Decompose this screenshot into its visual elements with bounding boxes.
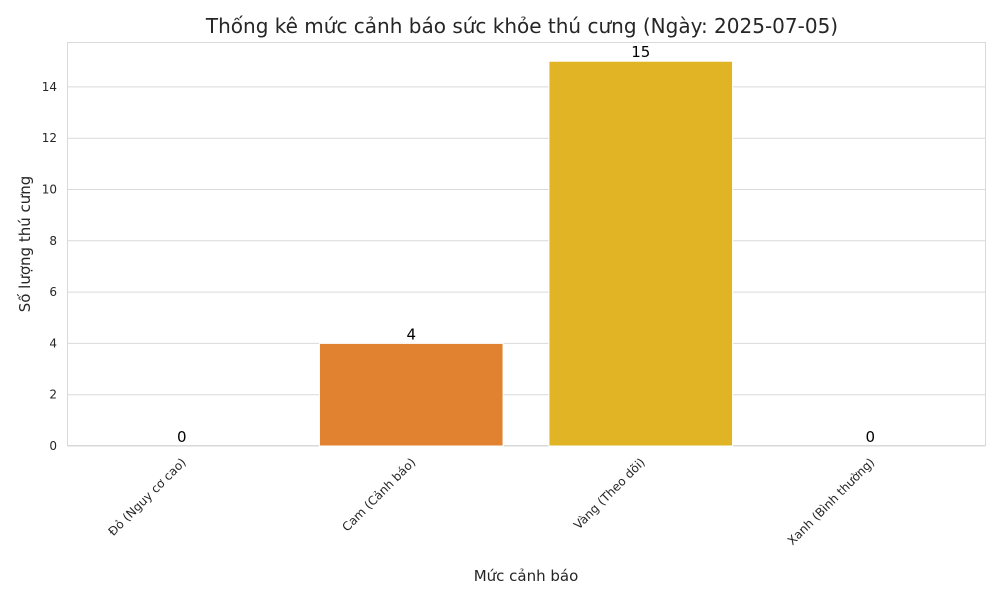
x-tick-label: Vàng (Theo dõi) (571, 455, 648, 532)
x-tick-label: Đỏ (Nguy cơ cao) (105, 455, 188, 538)
bars (318, 60, 734, 447)
y-axis-label: Số lượng thú cưng (16, 176, 34, 313)
y-tick-label: 14 (42, 80, 57, 94)
x-tick-label: Xanh (Bình thường) (785, 455, 878, 548)
x-axis-label: Mức cảnh báo (474, 567, 579, 585)
x-axis-ticks: Đỏ (Nguy cơ cao) Cam (Cảnh báo) Vàng (Theo… (105, 455, 877, 548)
data-label: 0 (865, 428, 875, 446)
plot-frame (67, 42, 986, 446)
x-tick-label: Cam (Cảnh báo) (339, 455, 418, 534)
y-tick-label: 10 (42, 182, 57, 196)
y-axis-ticks: 0 2 4 6 8 10 12 14 (42, 80, 57, 453)
data-labels: 0 4 15 0 (177, 43, 875, 446)
bar (318, 342, 504, 447)
data-label: 4 (406, 325, 416, 343)
data-label: 15 (631, 43, 650, 61)
bar (548, 60, 734, 447)
y-tick-label: 0 (49, 439, 57, 453)
y-tick-label: 4 (49, 336, 57, 350)
y-tick-label: 2 (49, 388, 57, 402)
data-label: 0 (177, 428, 187, 446)
chart-title: Thống kê mức cảnh báo sức khỏe thú cưng … (205, 14, 838, 38)
y-tick-label: 6 (49, 285, 57, 299)
gridlines (67, 86, 985, 447)
y-tick-label: 12 (42, 131, 57, 145)
y-tick-label: 8 (49, 234, 57, 248)
